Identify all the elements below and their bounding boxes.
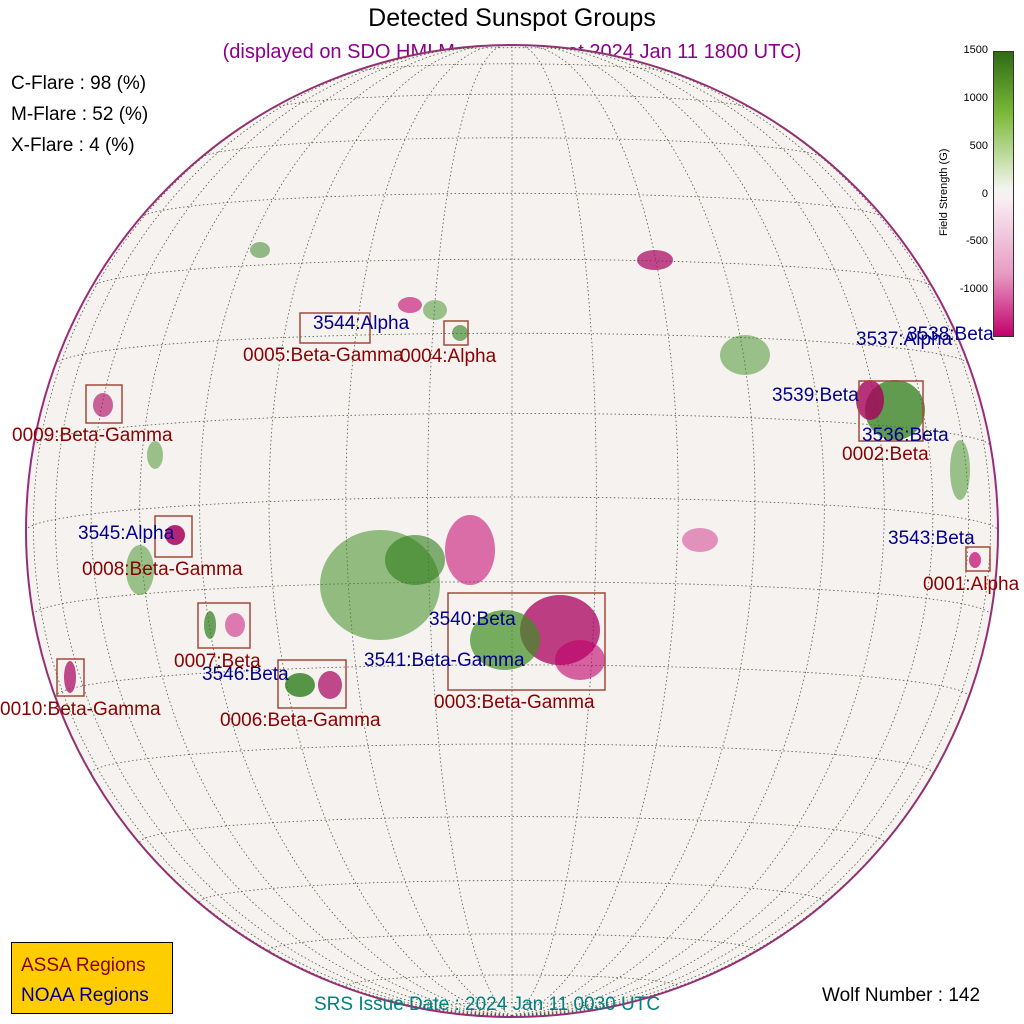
grid-line: [268, 933, 756, 951]
colorbar-tick: -500: [965, 235, 988, 247]
c-flare-probability: C-Flare : 98 (%): [11, 73, 147, 94]
grid-line: [199, 45, 513, 1017]
colorbar-tick: -1000: [959, 283, 988, 295]
grid-line: [32, 78, 513, 1017]
x-flare-probability: X-Flare : 4 (%): [11, 135, 135, 156]
noaa-region-3545: 3545:Alpha: [78, 523, 175, 544]
noaa-region-3537: 3537:Alpha: [856, 329, 953, 350]
wolf-number: Wolf Number : 142: [822, 985, 981, 1006]
assa-region-0007: 0007:Beta: [174, 651, 261, 672]
legend-noaa-label: NOAA Regions: [21, 985, 149, 1006]
noaa-region-3544: 3544:Alpha: [313, 313, 410, 334]
noaa-region-3546: 3546:Beta: [202, 664, 289, 685]
grid-line: [91, 258, 933, 287]
noaa-region-3541: 3541:Beta-Gamma: [364, 650, 525, 671]
noaa-region-3538: 3538:Beta: [907, 324, 994, 345]
region-boxes: [56, 312, 991, 709]
grid-line: [201, 137, 823, 158]
m-flare-probability: M-Flare : 52 (%): [11, 104, 149, 125]
grid-line: [268, 45, 513, 1017]
magnetic-regions: [64, 242, 981, 699]
grid-line: [90, 48, 513, 1017]
grid-line: [139, 816, 885, 843]
noaa-region-3536: 3536:Beta: [862, 425, 949, 446]
grid-line: [349, 63, 675, 74]
assa-region-0002: 0002:Beta: [842, 444, 929, 465]
colorbar-tick: 500: [969, 140, 988, 152]
region-legend: [11, 942, 173, 1014]
colorbar-title: Field Strength (G): [938, 148, 950, 236]
assa-region-0005: 0005:Beta-Gamma: [243, 345, 404, 366]
colorbar-tick: 0: [981, 188, 988, 200]
noaa-region-3543: 3543:Beta: [888, 528, 975, 549]
grid-line: [511, 45, 679, 1017]
colorbar-tick: 1000: [963, 92, 988, 104]
grid-line: [139, 47, 513, 1017]
noaa-region-3539: 3539:Beta: [772, 385, 859, 406]
field-strength-colorbar: [993, 51, 1014, 337]
assa-region-0004: 0004:Alpha: [400, 346, 497, 367]
grid-line: [345, 45, 513, 1017]
legend-assa-label: ASSA Regions: [21, 955, 146, 976]
assa-region-0010: 0010:Beta-Gamma: [0, 699, 161, 720]
assa-region-0006: 0006:Beta-Gamma: [220, 710, 381, 731]
grid-line: [33, 412, 991, 446]
assa-region-0001: 0001:Alpha: [923, 574, 1020, 595]
lat-lon-grid: [26, 45, 998, 1017]
grid-line: [511, 48, 934, 1017]
srs-issue-date: SRS Issue Date : 2024 Jan 11 0030 UTC: [314, 994, 661, 1015]
grid-line: [511, 45, 756, 1017]
assa-region-0003: 0003:Beta-Gamma: [434, 692, 595, 713]
assa-region-0008: 0008:Beta-Gamma: [82, 559, 243, 580]
grid-line: [511, 78, 992, 1017]
grid-line: [55, 332, 969, 365]
grid-line: [511, 45, 825, 1017]
colorbar-tick: 1500: [963, 44, 988, 56]
grid-line: [511, 47, 885, 1017]
grid-line: [511, 45, 597, 1017]
grid-line: [427, 45, 513, 1017]
page-title: Detected Sunspot Groups: [368, 4, 656, 32]
assa-region-0009: 0009:Beta-Gamma: [12, 425, 173, 446]
noaa-region-3540: 3540:Beta: [429, 609, 516, 630]
grid-line: [271, 93, 753, 110]
